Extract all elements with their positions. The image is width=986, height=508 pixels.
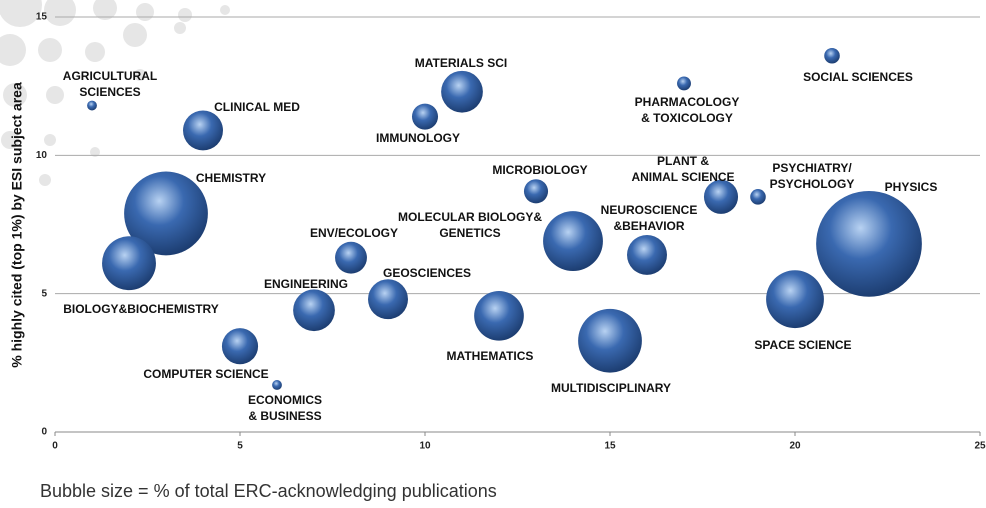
bubble-label: SPACE SCIENCE: [754, 338, 851, 352]
x-tick-label: 0: [52, 441, 58, 452]
bubble-label: GENETICS: [439, 226, 500, 240]
bubble-label: MOLECULAR BIOLOGY&: [398, 210, 542, 224]
bubble: [87, 100, 97, 111]
bubble: [543, 211, 603, 272]
bubble-label: PHYSICS: [885, 180, 938, 194]
x-tick-label: 20: [789, 441, 801, 452]
bubble-label: & BUSINESS: [248, 409, 321, 423]
bubble-label: AGRICULTURAL: [63, 69, 157, 83]
bubble-label: MATHEMATICS: [447, 349, 534, 363]
bubble-label: PHARMACOLOGY: [635, 95, 740, 109]
bubble: [766, 270, 824, 329]
bubble: [335, 241, 367, 274]
bubble: [824, 47, 840, 64]
bubble: [474, 290, 524, 341]
bubble-label: PSYCHOLOGY: [770, 177, 855, 191]
y-tick-label: 15: [36, 12, 48, 23]
x-tick-label: 15: [604, 441, 616, 452]
bubble-label: BIOLOGY&BIOCHEMISTRY: [63, 302, 219, 316]
x-tick-label: 5: [237, 441, 243, 452]
bubble-label: MICROBIOLOGY: [492, 163, 587, 177]
bubble-label: SOCIAL SCIENCES: [803, 70, 913, 84]
y-tick-label: 10: [36, 150, 48, 161]
bubble-label: ENGINEERING: [264, 277, 348, 291]
y-tick-label: 0: [41, 427, 47, 438]
bubble-label: MULTIDISCIPLINARY: [551, 381, 671, 395]
bubble: [523, 179, 549, 204]
bubble-label: CLINICAL MED: [214, 100, 300, 114]
bubble: [750, 189, 766, 205]
bubble-label: NEUROSCIENCE: [601, 203, 698, 217]
bubble: [124, 171, 208, 256]
bubble-label: GEOSCIENCES: [383, 266, 471, 280]
y-tick-label: 5: [41, 288, 47, 299]
bubble: [293, 289, 335, 332]
decoration: [0, 0, 230, 186]
note: Bubble size = % of total ERC-acknowledgi…: [40, 481, 497, 501]
bubble: [368, 279, 408, 320]
bubble: [441, 70, 483, 113]
bubble: [703, 179, 739, 214]
bubble: [677, 76, 691, 91]
bubble-label: PSYCHIATRY/: [772, 161, 852, 175]
bubble-label: PLANT &: [657, 154, 709, 168]
bubble: [411, 103, 439, 130]
bubble: [272, 380, 282, 390]
bubble: [627, 234, 667, 275]
bubble-label: CHEMISTRY: [196, 171, 266, 185]
bubble-label: ECONOMICS: [248, 393, 322, 407]
bubble-label: IMMUNOLOGY: [376, 131, 460, 145]
x-tick-label: 25: [974, 441, 986, 452]
bubble-label: COMPUTER SCIENCE: [143, 367, 268, 381]
bubble: [102, 236, 156, 291]
bubble-label: SCIENCES: [79, 85, 140, 99]
bubble: [578, 308, 642, 373]
bubble-label: ANIMAL SCIENCE: [631, 170, 734, 184]
y-axis-label: % highly cited (top 1%) by ESI subject a…: [9, 82, 25, 368]
bubble-label: MATERIALS SCI: [415, 56, 507, 70]
x-tick-label: 10: [419, 441, 431, 452]
bubble-label: &BEHAVIOR: [613, 219, 684, 233]
bubble: [221, 328, 259, 365]
bubble: [183, 110, 223, 151]
bubble-label: & TOXICOLOGY: [641, 111, 733, 125]
bubble-label: ENV/ECOLOGY: [310, 226, 398, 240]
bubble: [816, 190, 922, 297]
